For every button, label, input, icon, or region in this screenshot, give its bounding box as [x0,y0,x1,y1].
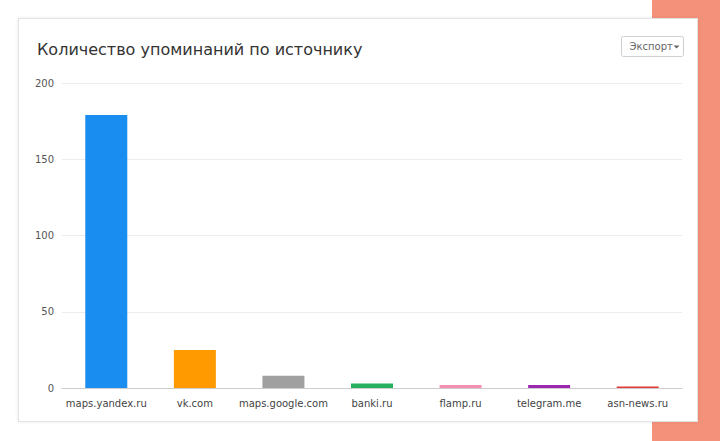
svg-text:telegram.me: telegram.me [517,398,581,409]
svg-text:100: 100 [35,230,54,241]
svg-text:maps.yandex.ru: maps.yandex.ru [66,398,147,409]
svg-text:50: 50 [41,306,54,317]
svg-text:Экспорт: Экспорт [630,41,674,52]
svg-text:vk.com: vk.com [177,398,213,409]
svg-text:maps.google.com: maps.google.com [239,398,328,409]
svg-text:banki.ru: banki.ru [351,398,392,409]
svg-text:150: 150 [35,154,54,165]
svg-text:Количество упоминаний по источ: Количество упоминаний по источнику [37,40,362,59]
svg-text:0: 0 [48,383,54,394]
svg-text:flamp.ru: flamp.ru [439,398,481,409]
svg-text:asn-news.ru: asn-news.ru [607,398,668,409]
svg-text:200: 200 [35,78,54,89]
